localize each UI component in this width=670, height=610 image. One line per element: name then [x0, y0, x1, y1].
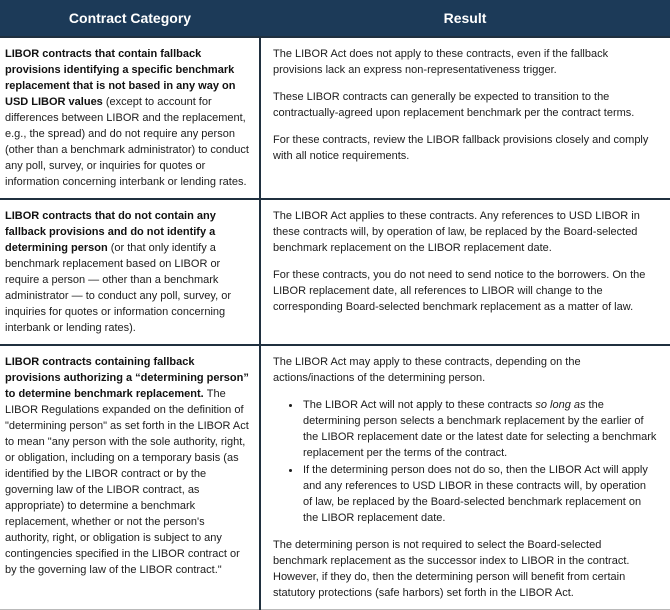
result-paragraph: These LIBOR contracts can generally be e…	[273, 91, 635, 119]
result-bullet: The LIBOR Act will not apply to these co…	[301, 397, 658, 461]
bullet-text: the determining person selects a benchma…	[303, 399, 657, 459]
result-paragraph: The LIBOR Act applies to these contracts…	[273, 210, 640, 254]
bullet-italic-text: so long as	[535, 399, 586, 411]
result-cell-3: The LIBOR Act may apply to these contrac…	[259, 344, 670, 610]
category-rest: The LIBOR Regulations expanded on the de…	[5, 388, 249, 576]
table-row: LIBOR contracts that contain fallback pr…	[0, 36, 670, 199]
category-cell-2: LIBOR contracts that do not contain any …	[0, 198, 260, 345]
header-result: Result	[260, 0, 670, 37]
result-bullet-list: The LIBOR Act will not apply to these co…	[273, 397, 658, 526]
result-bullet: If the determining person does not do so…	[301, 462, 658, 526]
category-bold-lead: LIBOR contracts that do not contain any …	[5, 210, 216, 254]
result-paragraph: The LIBOR Act may apply to these contrac…	[273, 356, 581, 384]
category-cell-3: LIBOR contracts containing fallback prov…	[0, 344, 260, 610]
category-bold-lead: LIBOR contracts that contain fallback pr…	[5, 48, 236, 108]
table-row: LIBOR contracts containing fallback prov…	[0, 344, 670, 610]
result-cell-1: The LIBOR Act does not apply to these co…	[259, 36, 670, 199]
bullet-text: The LIBOR Act will not apply to these co…	[303, 399, 536, 411]
result-paragraph: The determining person is not required t…	[273, 539, 630, 599]
category-rest: (except to account for differences betwe…	[5, 96, 249, 188]
result-paragraph: The LIBOR Act does not apply to these co…	[273, 48, 609, 76]
header-contract-category: Contract Category	[0, 0, 260, 37]
result-paragraph: For these contracts, you do not need to …	[273, 269, 646, 313]
result-paragraph: For these contracts, review the LIBOR fa…	[273, 134, 649, 162]
category-bold-lead: LIBOR contracts containing fallback prov…	[5, 356, 249, 400]
table-row: LIBOR contracts that do not contain any …	[0, 198, 670, 345]
category-rest: (or that only identify a benchmark repla…	[5, 242, 232, 334]
table-header-row: Contract Category Result	[0, 0, 670, 37]
result-cell-2: The LIBOR Act applies to these contracts…	[259, 198, 670, 345]
category-cell-1: LIBOR contracts that contain fallback pr…	[0, 36, 260, 199]
